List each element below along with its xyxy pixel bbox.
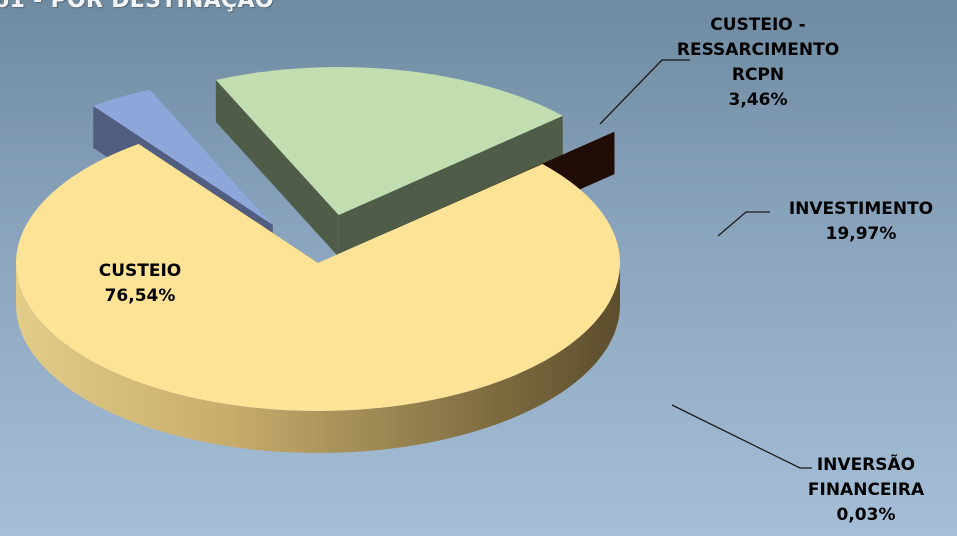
data-label-custeio-ressarcimento-rcpn: CUSTEIO - RESSARCIMENTO RCPN 3,46% — [677, 15, 839, 110]
data-label-name: CUSTEIO — [99, 261, 182, 281]
leader-line-investimento — [717, 211, 770, 237]
pie-tops — [15, 67, 620, 412]
data-label-value: 0,03% — [837, 505, 896, 525]
pie-slice-custeio-ressarcimento-rcpn — [93, 89, 273, 225]
data-label-custeio: CUSTEIO 76,54% — [99, 261, 182, 306]
data-label-name: RESSARCIMENTO — [677, 40, 839, 60]
data-label-value: 76,54% — [105, 286, 176, 306]
data-label-name: RCPN — [732, 65, 784, 85]
pie-slice-wall-investimento-0 — [215, 79, 339, 258]
data-label-value: 19,97% — [826, 224, 897, 244]
data-label-name: INVERSÃO — [817, 452, 915, 475]
data-label-inversao-financeira: INVERSÃO FINANCEIRA 0,03% — [808, 452, 925, 525]
data-label-name: FINANCEIRA — [808, 480, 925, 500]
pie-slice-inversao-financeira — [390, 131, 615, 232]
leader-lines — [599, 59, 812, 469]
chart-title: 61 - POR DESTINAÇÃO — [0, 0, 274, 13]
leader-line-ressarcimento — [599, 59, 690, 125]
pie-slice-custeio — [15, 143, 620, 412]
data-label-name: INVESTIMENTO — [789, 199, 933, 219]
leader-line-inversao — [671, 404, 812, 469]
data-labels: CUSTEIO 76,54% CUSTEIO - RESSARCIMENTO RCPN 3… — [99, 15, 933, 525]
data-label-value: 3,46% — [729, 90, 788, 110]
pie-slice-wall-investimento-1 — [338, 115, 563, 258]
data-label-investimento: INVESTIMENTO 19,97% — [789, 199, 933, 244]
data-label-name: CUSTEIO - — [710, 15, 805, 35]
pie-slice-side-custeio — [16, 263, 620, 453]
pie-slice-investimento — [215, 67, 563, 216]
